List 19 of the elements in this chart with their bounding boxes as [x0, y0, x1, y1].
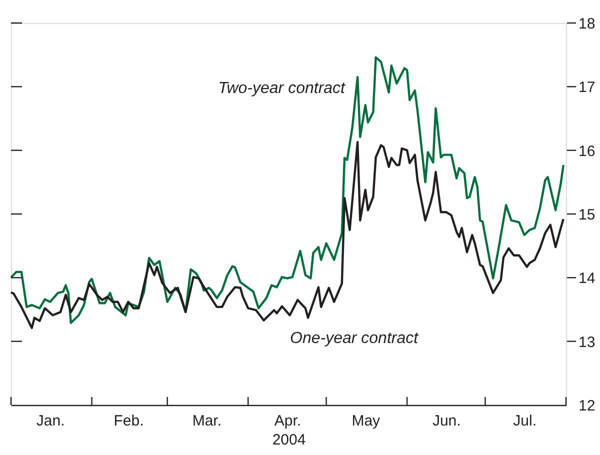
series-label: One-year contract: [290, 330, 419, 347]
x-tick-label: May: [352, 412, 381, 430]
line-series: [10, 56, 564, 324]
x-tick-label: Jul.: [513, 412, 536, 430]
line-series: [10, 140, 564, 330]
y-tick-label: 14: [578, 270, 596, 288]
x-tick-label: Jun.: [432, 412, 461, 430]
y-tick-label: 17: [578, 79, 596, 96]
y-tick-label: 12: [578, 398, 596, 414]
x-tick-label: Mar.: [192, 412, 222, 430]
series-label: Two-year contract: [218, 80, 346, 97]
x-tick-label: Jan.: [36, 412, 65, 430]
y-tick-label: 16: [578, 142, 596, 160]
y-tick-label: 15: [578, 206, 596, 224]
x-axis-title: 2004: [272, 432, 306, 448]
x-tick-label: Apr.: [274, 412, 302, 430]
x-tick-label: Feb.: [114, 412, 144, 430]
y-tick-label: 13: [578, 334, 596, 351]
y-tick-label: 18: [578, 16, 596, 32]
